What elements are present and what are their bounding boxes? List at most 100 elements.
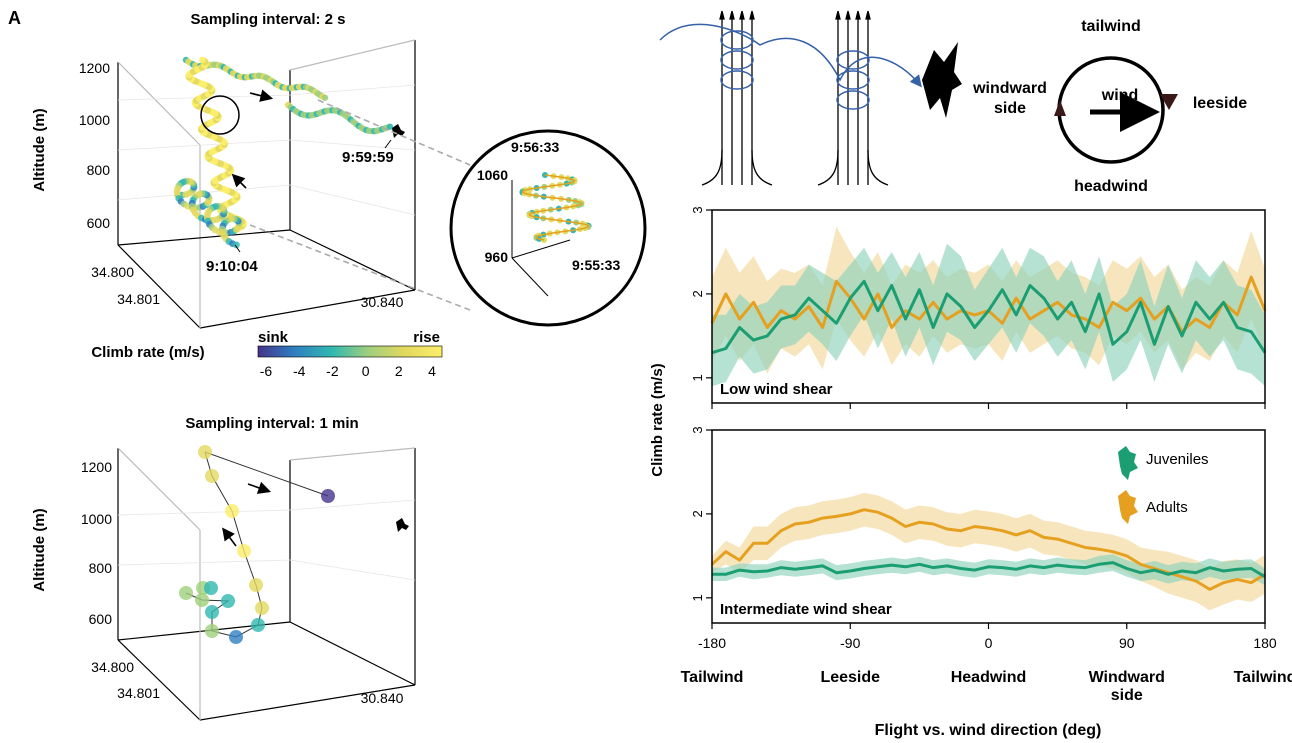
time-label-end: 9:59:59 <box>342 149 394 166</box>
panel-3d-2s-box <box>117 39 416 329</box>
ytick-label: 3 <box>690 206 705 213</box>
ytick-34800: 34.800 <box>91 264 134 280</box>
xcategory-label: Windward <box>1089 669 1165 686</box>
soaring-loop <box>836 90 870 110</box>
panel-3d-2s-zlabel: Altitude (m) <box>31 108 48 191</box>
legend-juveniles-icon <box>1118 446 1138 480</box>
colorbar: Climb rate (m/s) sink rise -6 -4 -2 0 2 4 <box>91 329 443 379</box>
ztick-800: 800 <box>87 162 111 178</box>
thermal-arrowhead <box>739 10 745 20</box>
legend-adults-icon <box>1118 490 1138 524</box>
ytick-1min-34801: 34.801 <box>117 685 160 701</box>
track-2s <box>173 56 394 249</box>
thermal-base-left <box>701 149 723 186</box>
inset-zoom: 9:56:33 9:55:33 1060 960 <box>449 129 647 327</box>
chart-ylabel: Climb rate (m/s) <box>649 363 666 476</box>
inset-alt-high: 1060 <box>477 167 508 183</box>
colorbar-rise-label: rise <box>413 329 440 346</box>
soaring-loop <box>836 70 870 90</box>
label-leeside: leeside <box>1193 95 1247 112</box>
track-1min-point <box>225 504 239 518</box>
ytick-label: 1 <box>690 374 705 381</box>
xcategory-label: Tailwind <box>1234 669 1292 686</box>
track-point <box>386 123 394 130</box>
colorbar-tick: -4 <box>293 363 306 379</box>
ztick-1min-600: 600 <box>89 611 113 627</box>
thermal-schematic <box>659 10 962 186</box>
confidence-band-adults <box>712 492 1265 611</box>
thermal-arrowhead <box>729 10 735 20</box>
inset-alt-low: 960 <box>485 249 509 265</box>
xtick-label: 0 <box>985 635 993 651</box>
flight-arrow-1 <box>249 89 274 102</box>
condor-icon <box>922 42 962 118</box>
ytick-label: 3 <box>690 426 705 433</box>
colorbar-ticks: -6 -4 -2 0 2 4 <box>260 363 436 379</box>
bird-icon <box>392 124 405 138</box>
thermal-base-left <box>817 149 839 186</box>
track-1min-point <box>255 601 269 615</box>
inset-path <box>521 174 590 241</box>
thermal-arrowhead <box>835 10 841 20</box>
panel-3d-2s-title: Sampling interval: 2 s <box>190 11 345 28</box>
flight-arrow-1min-1 <box>247 481 272 494</box>
xcategory-label: Headwind <box>951 669 1027 686</box>
legend-adults-label: Adults <box>1146 499 1188 516</box>
xcategory-label: Tailwind <box>681 669 744 686</box>
colorbar-tick: 4 <box>428 363 436 379</box>
soaring-loop <box>720 50 754 70</box>
soaring-loop <box>836 50 870 70</box>
ztick-600: 600 <box>87 215 111 231</box>
colorbar-title: Climb rate (m/s) <box>91 344 204 361</box>
xtick-label: -180 <box>698 635 726 651</box>
ztick-1min-1000: 1000 <box>81 511 112 527</box>
colorbar-tick: 2 <box>395 363 403 379</box>
ztick-1min-1200: 1200 <box>81 459 112 475</box>
thermal-arrowhead <box>855 10 861 20</box>
track-1min-point <box>237 544 251 558</box>
track-1min-point <box>249 578 263 592</box>
climb-chart-intermediate: 1 2 3 Intermediate wind shear Juveniles Ad… <box>690 426 1266 629</box>
xtick-1min-30840: 30.840 <box>361 690 404 706</box>
inset-circle <box>449 129 647 327</box>
label-windward-side: side <box>994 100 1026 117</box>
track-point <box>199 56 206 64</box>
time-label-start: 9:10:04 <box>206 258 258 275</box>
panel-3d-2s: Sampling interval: 2 s Altitude (m) 1200… <box>31 11 471 329</box>
panel-3d-1min-zlabel: Altitude (m) <box>31 508 48 591</box>
track-1min-point <box>321 489 335 503</box>
inset-track <box>519 172 592 243</box>
colorbar-tick: -6 <box>260 363 273 379</box>
legend-juveniles-label: Juveniles <box>1146 451 1209 468</box>
track-point <box>233 241 240 249</box>
chart-xlabel: Flight vs. wind direction (deg) <box>875 722 1102 739</box>
thermal-base-right <box>751 149 773 186</box>
climb-chart-low: 1 2 3 Low wind shear <box>690 206 1267 409</box>
track-1min-point <box>251 618 265 632</box>
track-1min <box>179 445 335 644</box>
track-1min-point <box>205 624 219 638</box>
inset-time-bottom: 9:55:33 <box>572 257 620 273</box>
label-headwind: headwind <box>1074 178 1148 195</box>
wind-diagram: tailwind headwind windward side leeside … <box>972 18 1247 195</box>
thermal-arrowhead <box>719 10 725 20</box>
colorbar-tick: -2 <box>326 363 339 379</box>
time-label-start-pointer <box>234 244 241 253</box>
chart-low-panel-label: Low wind shear <box>720 381 833 398</box>
soaring-loop <box>720 30 754 50</box>
xcategory-label-line2: side <box>1111 687 1143 704</box>
xtick-label: -90 <box>840 635 860 651</box>
flight-arrow-2 <box>231 173 247 189</box>
zoom-connector-top <box>317 99 471 166</box>
label-tailwind: tailwind <box>1081 18 1141 35</box>
series-line-juveniles <box>712 561 1266 579</box>
thermal-arrowhead <box>845 10 851 20</box>
track-1min-point <box>229 630 243 644</box>
ztick-1min-800: 800 <box>89 560 113 576</box>
ytick-34801: 34.801 <box>117 291 160 307</box>
chart-xticks: -180 -90 0 90 180 <box>698 635 1277 651</box>
xtick-label: 180 <box>1253 635 1277 651</box>
xtick-30840: 30.840 <box>361 294 404 310</box>
track-1min-point <box>179 586 193 600</box>
xtick-label: 90 <box>1119 635 1135 651</box>
